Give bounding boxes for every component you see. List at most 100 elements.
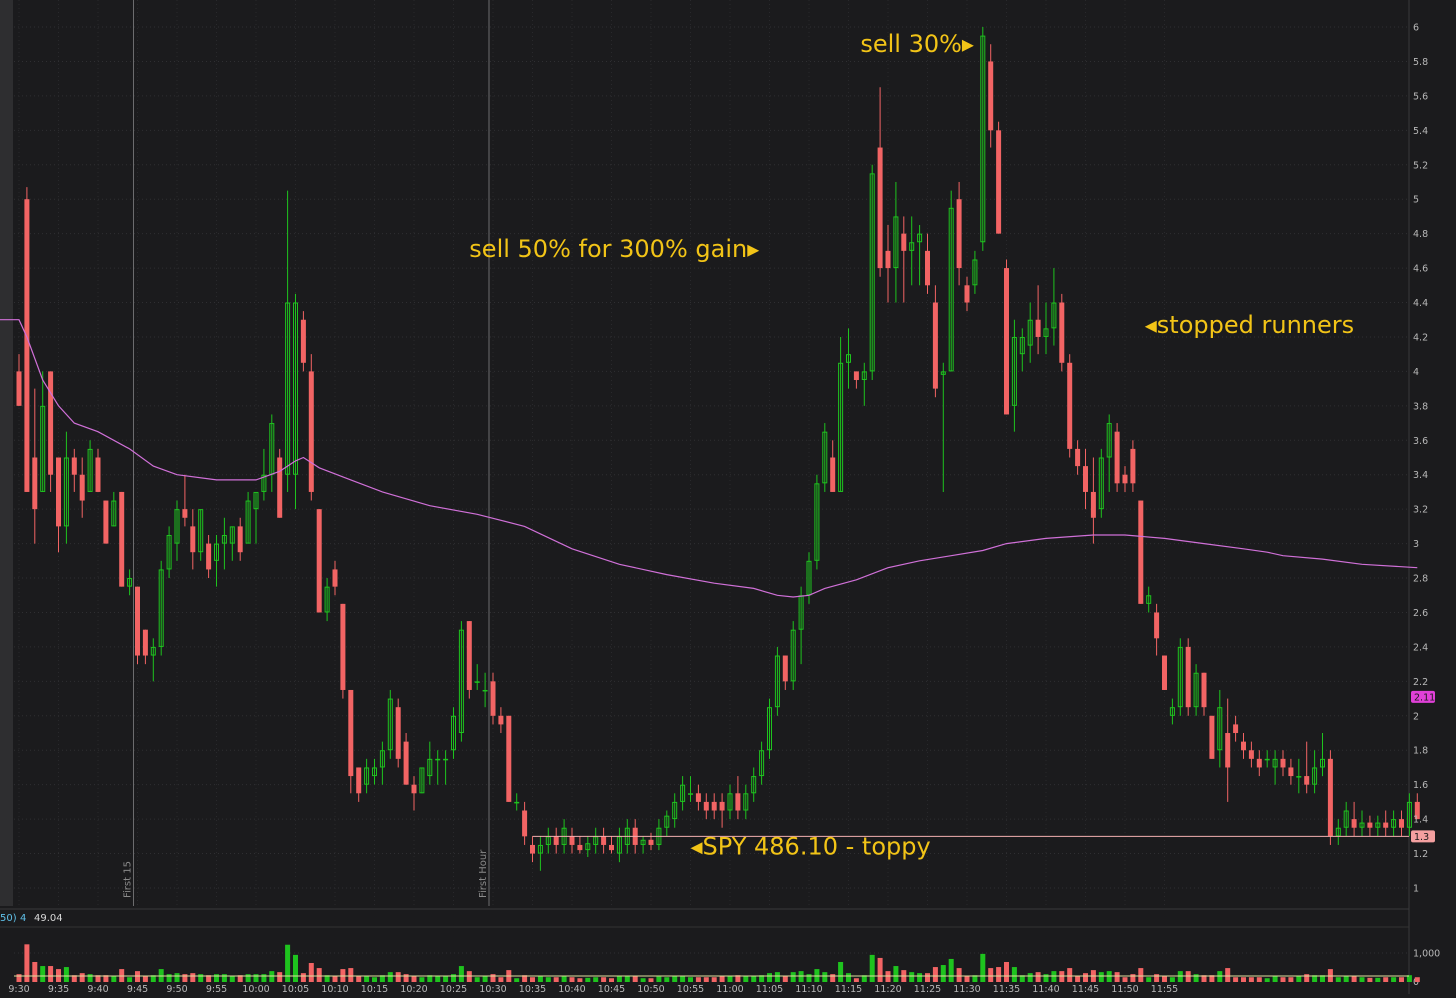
candle (1320, 733, 1325, 777)
candle (103, 500, 109, 544)
volume-bar (427, 975, 433, 982)
price-label: 2.11 (1411, 690, 1435, 703)
candle (1367, 815, 1373, 837)
candle-body (861, 371, 867, 381)
candle (300, 311, 306, 372)
candle (1067, 354, 1073, 458)
candle-body (1004, 268, 1009, 415)
candle (1414, 793, 1420, 820)
y-tick-label: 2.8 (1413, 574, 1428, 585)
volume-bar (293, 954, 298, 982)
candle (419, 767, 425, 794)
candle (1169, 698, 1175, 725)
y-tick-label: 1.4 (1413, 815, 1428, 826)
candle (348, 689, 354, 794)
candle (498, 707, 504, 734)
candle-body (1256, 758, 1262, 768)
candle (466, 621, 472, 699)
candle (1043, 302, 1049, 355)
candle (285, 190, 291, 492)
candle-body (1391, 819, 1397, 828)
candle-body (111, 500, 117, 527)
y-tick-label: 4.2 (1413, 332, 1428, 343)
y-tick-label: 1.8 (1413, 746, 1428, 757)
volume-bar (869, 954, 875, 982)
candle-body (482, 689, 488, 692)
candle-body (498, 715, 504, 725)
candle (782, 655, 788, 690)
volume-bar (1177, 971, 1183, 982)
candle (142, 629, 148, 665)
volume-bar (616, 976, 622, 982)
candle-body (537, 844, 543, 854)
volume-bar (32, 961, 38, 982)
candle (1375, 815, 1381, 837)
volume-bar (774, 972, 780, 982)
candle (640, 836, 646, 854)
candle-body (419, 767, 425, 794)
candle (71, 448, 77, 492)
x-tick-label: 10:00 (242, 984, 269, 994)
candle (846, 328, 851, 389)
candle (111, 491, 117, 527)
volume-bar (648, 978, 654, 982)
candle (427, 741, 433, 785)
candle-body (135, 586, 140, 656)
candle (1343, 801, 1349, 837)
volume-bar (1383, 977, 1389, 982)
candle-body (356, 767, 362, 794)
volume-bar (601, 977, 607, 982)
candle-body (285, 302, 291, 475)
candle (229, 526, 235, 561)
candle-body (1414, 801, 1420, 820)
volume-bar (1106, 971, 1112, 982)
price-axis[interactable]: 1 1.2 1.4 1.6 1.8 2 2.2 2.4 2.6 2.8 3 3.2 3.4 3.6 3.8 4… (1411, 23, 1435, 895)
candle-body (1233, 724, 1239, 734)
axis-background (1409, 0, 1456, 994)
candle-body (1280, 758, 1286, 768)
volume-bar (530, 977, 535, 982)
candle (767, 698, 772, 759)
candle-body (601, 836, 607, 845)
candle (774, 646, 780, 716)
volume-bar (198, 974, 204, 982)
candle (672, 793, 678, 828)
candle-body (24, 199, 30, 492)
volume-bar (48, 966, 54, 982)
candle (901, 216, 907, 303)
candle-body (221, 534, 227, 544)
candle-body (853, 371, 859, 381)
candle-body (553, 836, 559, 845)
candle-body (948, 207, 954, 372)
candle (174, 500, 180, 561)
volume-bar (514, 978, 520, 982)
volume-bar (767, 973, 772, 982)
candle (751, 767, 757, 802)
candle-body (308, 371, 314, 492)
volume-bar (142, 976, 148, 982)
volume-bar (1272, 976, 1278, 982)
candle (664, 810, 670, 837)
candle-body (1248, 750, 1254, 759)
candle-body (925, 250, 930, 286)
volume-bar (1019, 975, 1025, 982)
candle-body (1011, 336, 1017, 406)
candle (1264, 750, 1270, 768)
volume-bar (1169, 977, 1175, 982)
time-axis[interactable]: 9:30 9:35 9:40 9:45 9:50 9:55 10:00 10:05 10:10 1… (8, 984, 1178, 995)
volume-bar (727, 976, 733, 982)
candle-body (1241, 741, 1246, 751)
x-tick-label: 11:30 (953, 984, 980, 994)
candle (56, 457, 61, 553)
candle (32, 388, 38, 544)
candle (364, 758, 370, 794)
volume-bar (1359, 977, 1365, 982)
volume-bar (624, 976, 630, 982)
candle-body (514, 801, 520, 804)
candle (585, 836, 591, 858)
x-tick-label: 11:05 (756, 984, 783, 994)
candle-body (664, 815, 670, 828)
candle-body (774, 655, 780, 708)
candle (1399, 810, 1404, 837)
